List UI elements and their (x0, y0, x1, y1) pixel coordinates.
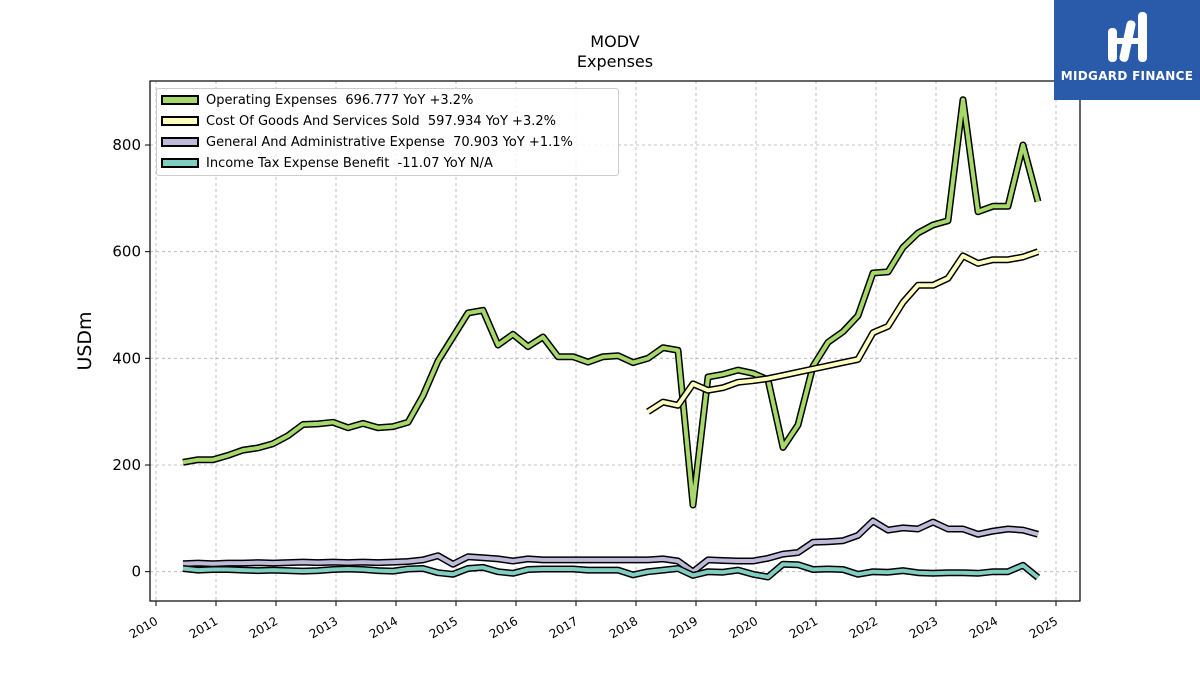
x-tick-label: 2010 (127, 614, 160, 641)
brand-logo: MIDGARD FINANCE (1054, 0, 1200, 100)
x-tick-label: 2013 (307, 614, 340, 641)
legend-swatch (161, 158, 199, 168)
x-tick-label: 2012 (247, 614, 280, 641)
series-cost-of-goods-and-services-sold (646, 248, 1040, 415)
legend-label: Cost Of Goods And Services Sold 597.934 … (206, 113, 556, 129)
chart-title: MODV (590, 32, 639, 51)
x-tick-label: 2025 (1027, 614, 1060, 641)
legend-item-income-tax: Income Tax Expense Benefit -11.07 YoY N/… (161, 154, 493, 172)
y-axis-label: USDm (74, 311, 96, 370)
legend-swatch (161, 116, 199, 126)
x-tick-label: 2017 (547, 614, 580, 641)
legend-swatch (161, 95, 199, 105)
brand-name: MIDGARD FINANCE (1060, 69, 1194, 83)
chart-subtitle: Expenses (577, 52, 653, 71)
plot-frame (149, 80, 1081, 602)
y-tick-label: 600 (112, 243, 141, 261)
x-tick-label: 2016 (487, 614, 520, 641)
legend-label: Income Tax Expense Benefit -11.07 YoY N/… (206, 155, 493, 171)
series-line (646, 249, 1039, 414)
series-general-and-administrative-expense (182, 517, 1039, 576)
legend-label: Operating Expenses 696.777 YoY +3.2% (206, 92, 474, 108)
legend-item-general-admin: General And Administrative Expense 70.90… (161, 133, 573, 151)
midgard-logo-icon (1108, 12, 1147, 62)
legend-label: General And Administrative Expense 70.90… (206, 134, 573, 150)
x-tick-label: 2021 (787, 614, 820, 641)
y-tick-label: 0 (131, 563, 141, 581)
x-tick-label: 2018 (607, 614, 640, 641)
series-line (182, 519, 1039, 574)
series-income-tax-expense-benefit (182, 560, 1041, 581)
y-tick-label: 800 (112, 136, 141, 154)
legend-item-cost-of-goods: Cost Of Goods And Services Sold 597.934 … (161, 112, 556, 130)
y-tick-label: 400 (112, 349, 141, 367)
series-operating-expenses (182, 96, 1042, 509)
series-line (182, 562, 1040, 580)
legend-item-operating-expenses: Operating Expenses 696.777 YoY +3.2% (161, 91, 473, 109)
legend-swatch (161, 137, 199, 147)
series-lines (182, 96, 1042, 581)
x-tick-label: 2020 (727, 614, 760, 641)
x-tick-label: 2024 (967, 614, 1000, 641)
x-tick-label: 2014 (367, 614, 400, 641)
y-tick-label: 200 (112, 456, 141, 474)
x-tick-label: 2022 (847, 614, 880, 641)
x-tick-label: 2019 (667, 614, 700, 641)
x-tick-label: 2015 (427, 614, 460, 641)
x-tick-label: 2011 (187, 614, 220, 641)
legend: Operating Expenses 696.777 YoY +3.2% Cos… (156, 88, 619, 176)
series-line (182, 97, 1040, 507)
x-tick-label: 2023 (907, 614, 940, 641)
